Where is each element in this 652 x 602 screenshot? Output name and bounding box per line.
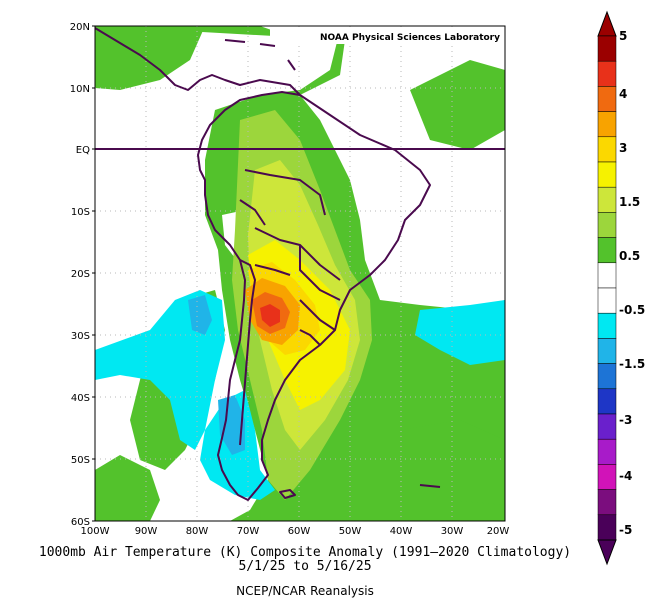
lat-label: 20S [71, 269, 90, 280]
anomaly-green-region-east [410, 60, 505, 150]
colorbar-swatch [597, 111, 617, 138]
date-range: 5/1/25 to 5/16/25 [238, 559, 372, 574]
lon-label: 60W [288, 526, 311, 537]
lat-label: 30S [71, 331, 90, 342]
colorbar-swatch [597, 287, 617, 314]
anomaly-green-region-far-sw [95, 455, 160, 521]
lon-label: 30W [441, 526, 464, 537]
colorbar-swatch [597, 338, 617, 364]
colorbar-swatch [597, 363, 617, 390]
colorbar-tick-label: -5 [619, 523, 632, 537]
latitude-ticks [92, 25, 95, 522]
colorbar-bottom-arrow [597, 539, 617, 566]
lon-label: 20W [487, 526, 510, 537]
credit-text: NOAA Physical Sciences Laboratory [320, 33, 500, 43]
lon-label: 90W [135, 526, 158, 537]
andes-border [239, 259, 256, 446]
anomaly-blue-region-pat [218, 395, 245, 455]
colorbar-swatch [597, 186, 617, 213]
lon-label: 100W [81, 526, 110, 537]
colorbar-tick-label: 1.5 [619, 195, 640, 209]
colorbar-tick-label: -1.5 [619, 357, 645, 371]
colorbar-swatch [597, 161, 617, 188]
lat-label: 20N [70, 22, 90, 33]
data-source: NCEP/NCAR Reanalysis [236, 584, 374, 598]
falklands [279, 489, 296, 499]
anomaly-blue-region-sw [188, 295, 212, 335]
anomaly-red-core [260, 304, 280, 327]
colorbar-swatch [597, 262, 617, 289]
caribbean-islands [224, 39, 296, 71]
country-borders [239, 169, 341, 346]
colorbar-swatch [597, 312, 617, 339]
credit-box [270, 28, 502, 44]
anomaly-cyan-region-atl [415, 300, 505, 365]
central-america-coast [94, 27, 301, 96]
colorbar-swatch [597, 136, 617, 163]
colorbar-tick-label: -0.5 [619, 303, 645, 317]
lon-label: 80W [186, 526, 209, 537]
colorbar-swatch [597, 514, 617, 541]
colorbar-tick-label: 5 [619, 29, 627, 43]
lon-label: 70W [237, 526, 260, 537]
colorbar-swatch [597, 464, 617, 490]
colorbar [597, 10, 617, 566]
lon-label: 50W [339, 526, 362, 537]
coastlines [94, 27, 441, 501]
lat-label: 50S [71, 455, 90, 466]
latitude-labels: 20N 10N EQ 10S 20S 30S 40S 50S 60S [70, 22, 90, 528]
south-georgia [419, 484, 441, 488]
colorbar-swatch [597, 388, 617, 415]
anomaly-green-region-se [400, 420, 505, 505]
lat-label: 10S [71, 207, 90, 218]
longitude-labels: 100W 90W 80W 70W 60W 50W 40W 30W 20W [81, 526, 510, 537]
lat-label: 60S [71, 517, 90, 528]
south-america-coast [197, 91, 431, 501]
colorbar-swatch [597, 86, 617, 112]
colorbar-swatch [597, 237, 617, 264]
graticule [95, 26, 505, 521]
map-title: 1000mb Air Temperature (K) Composite Ano… [38, 545, 572, 560]
colorbar-tick-label: 4 [619, 87, 627, 101]
anomaly-green-region-west [95, 26, 205, 90]
colorbar-labels: 5 4 3 1.5 0.5 -0.5 -1.5 -3 -4 -5 [619, 29, 645, 537]
colorbar-swatch [597, 489, 617, 516]
lat-label: 40S [71, 393, 90, 404]
colorbar-tick-label: -3 [619, 413, 632, 427]
lat-label: EQ [76, 145, 90, 156]
colorbar-swatch [597, 438, 617, 465]
lon-label: 40W [390, 526, 413, 537]
colorbar-tick-label: 3 [619, 141, 627, 155]
colorbar-top-arrow [597, 10, 617, 37]
colorbar-tick-label: 0.5 [619, 249, 640, 263]
colorbar-tick-label: -4 [619, 469, 632, 483]
lat-label: 10N [70, 84, 90, 95]
colorbar-swatch [597, 35, 617, 62]
colorbar-swatch [597, 413, 617, 440]
colorbar-swatch [597, 212, 617, 238]
colorbar-swatch [597, 60, 617, 87]
